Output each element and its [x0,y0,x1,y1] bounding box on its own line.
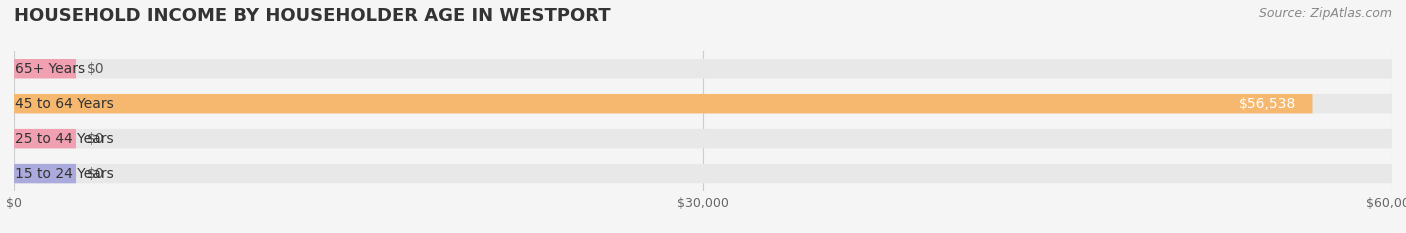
FancyBboxPatch shape [14,59,1392,79]
Text: 65+ Years: 65+ Years [15,62,86,76]
FancyBboxPatch shape [14,59,76,79]
Text: $56,538: $56,538 [1239,97,1296,111]
FancyBboxPatch shape [14,164,76,183]
Text: $0: $0 [87,62,104,76]
Text: 45 to 64 Years: 45 to 64 Years [15,97,114,111]
Text: Source: ZipAtlas.com: Source: ZipAtlas.com [1258,7,1392,20]
Text: 25 to 44 Years: 25 to 44 Years [15,132,114,146]
Text: $0: $0 [87,132,104,146]
Text: $0: $0 [87,167,104,181]
FancyBboxPatch shape [14,94,1312,113]
Text: 15 to 24 Years: 15 to 24 Years [15,167,114,181]
FancyBboxPatch shape [14,129,1392,148]
FancyBboxPatch shape [14,129,76,148]
FancyBboxPatch shape [14,94,1392,113]
Text: HOUSEHOLD INCOME BY HOUSEHOLDER AGE IN WESTPORT: HOUSEHOLD INCOME BY HOUSEHOLDER AGE IN W… [14,7,610,25]
FancyBboxPatch shape [14,164,1392,183]
